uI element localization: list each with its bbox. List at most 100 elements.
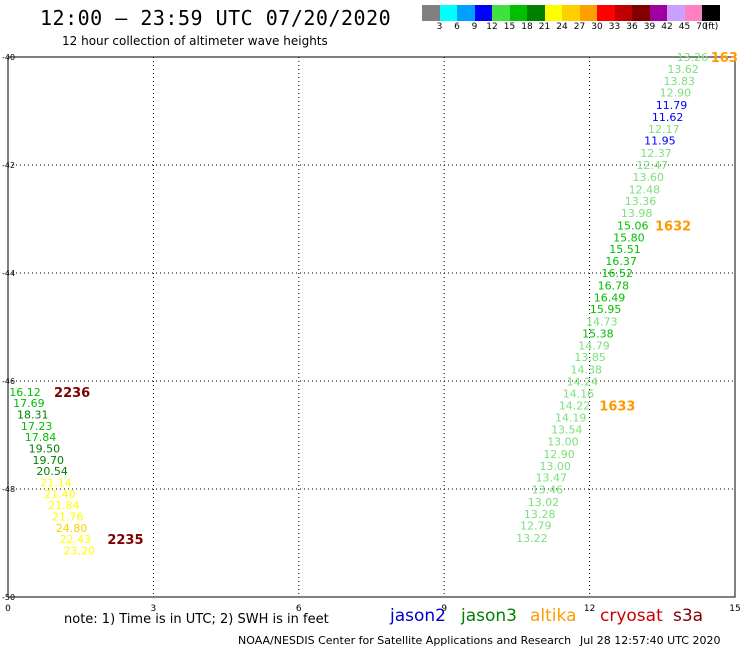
color-scale-label: 12 (486, 22, 498, 32)
footer-credit: NOAA/NESDIS Center for Satellite Applica… (238, 634, 572, 647)
wave-height-value: 15.51 (609, 243, 641, 256)
satellite-legend-cryosat: cryosat (600, 606, 663, 626)
wave-height-value: 14.16 (563, 387, 595, 400)
wave-height-value: 22.43 (60, 533, 92, 546)
wave-height-value: 13.85 (574, 351, 606, 364)
color-scale-label: 9 (471, 22, 478, 32)
wave-height-value: 16.78 (598, 279, 630, 292)
wave-height-value: 13.62 (667, 63, 699, 76)
wave-height-value: 17.69 (13, 397, 45, 410)
satellite-legend-s3a: s3a (673, 606, 704, 626)
color-scale-label: 24 (556, 22, 568, 32)
wave-height-value: 14.22 (559, 399, 591, 412)
color-scale-cell (702, 5, 720, 21)
x-tick-label: 6 (296, 604, 302, 614)
color-scale-cell (597, 5, 615, 21)
wave-height-value: 13.00 (547, 435, 579, 448)
wave-height-value: 11.79 (656, 99, 688, 112)
wave-height-value: 11.95 (644, 135, 676, 148)
wave-height-value: 20.54 (36, 465, 68, 478)
wave-height-value: 16.52 (601, 267, 633, 280)
color-scale-cell (562, 5, 580, 21)
wave-height-value: 15.38 (582, 327, 614, 340)
wave-height-value: 13.98 (621, 207, 653, 220)
color-scale-cell (649, 5, 667, 21)
wave-height-value: 16.12 (9, 386, 41, 399)
color-scale-cell (544, 5, 562, 21)
y-tick-label: -46 (2, 377, 15, 386)
color-scale-label: 36 (626, 22, 638, 32)
color-scale-label: 45 (678, 22, 691, 32)
color-scale-label: 30 (591, 22, 603, 32)
y-tick-label: -44 (2, 269, 15, 278)
color-scale-label: 3 (436, 22, 443, 32)
color-scale-cell (667, 5, 685, 21)
wave-height-value: 15.06 (617, 219, 649, 232)
wave-height-value: 18.31 (17, 408, 49, 421)
color-scale-bar (422, 5, 720, 21)
wave-height-value: 16.37 (605, 255, 637, 268)
pass-time-label: 2235 (107, 533, 143, 548)
wave-height-value: 14.73 (586, 316, 618, 329)
color-scale-labels: 3 6 9 12 15 18 21 24 27 30 33 36 39 42 45 70 (ft) (422, 22, 740, 34)
color-scale-cell (527, 5, 545, 21)
pass-time-label: 2236 (54, 386, 90, 401)
color-scale-label: 39 (643, 22, 656, 32)
color-scale-label: 18 (521, 22, 533, 32)
color-scale-cell (422, 5, 440, 21)
y-tick-label: -42 (2, 161, 15, 170)
y-tick-label: -40 (2, 53, 15, 62)
chart-subtitle: 12 hour collection of altimeter wave hei… (62, 34, 328, 48)
wave-height-value: 13.02 (528, 496, 560, 509)
wave-height-value: 17.23 (21, 420, 53, 433)
wave-height-value: 21.76 (52, 511, 84, 524)
wave-height-value: 12.17 (648, 123, 680, 136)
color-scale-label: 42 (661, 22, 673, 32)
color-scale-cell (684, 5, 702, 21)
x-tick-label: 12 (584, 604, 595, 614)
wave-height-value: 12.79 (520, 520, 552, 533)
wave-height-value: 13.54 (551, 424, 583, 437)
wave-height-value: 13.26 (677, 51, 709, 64)
wave-height-value: 11.62 (652, 111, 684, 124)
color-scale-label: 70 (696, 22, 708, 32)
color-scale-label: 27 (573, 22, 586, 32)
color-scale-cell (474, 5, 492, 21)
wave-height-value: 21.40 (44, 488, 76, 501)
wave-height-value: 13.83 (664, 75, 696, 88)
y-tick-label: -48 (2, 485, 15, 494)
color-scale-cell (457, 5, 475, 21)
chart-title: 12:00 — 23:59 UTC 07/20/2020 (40, 6, 392, 30)
wave-height-value: 14.19 (555, 412, 587, 425)
units-note: note: 1) Time is in UTC; 2) SWH is in fe… (64, 612, 329, 627)
wave-height-value: 14.38 (570, 364, 602, 377)
wave-height-value: 12.48 (629, 183, 661, 196)
wave-height-value: 13.00 (539, 460, 571, 473)
color-scale-label: 15 (503, 22, 516, 32)
wave-height-value: 23.20 (63, 545, 95, 558)
wave-height-value: 13.47 (536, 472, 568, 485)
color-scale-label: 21 (538, 22, 551, 32)
x-tick-label: 15 (729, 604, 740, 614)
satellite-legend-jason2: jason2 (390, 606, 446, 626)
color-scale-cell (509, 5, 527, 21)
wave-height-value: 21.84 (48, 499, 80, 512)
color-scale-label: 33 (608, 22, 621, 32)
wave-height-value: 12.37 (640, 147, 672, 160)
wave-height-value: 12.90 (543, 448, 575, 461)
color-scale-label: (ft) (704, 22, 719, 32)
x-tick-label: 3 (151, 604, 157, 614)
wave-height-value: 24.80 (56, 522, 88, 535)
color-scale-cell (632, 5, 650, 21)
wave-height-value: 12.47 (636, 159, 668, 172)
color-scale-label: 6 (454, 22, 460, 32)
wave-height-value: 14.24 (567, 376, 599, 389)
wave-height-value: 21.14 (40, 477, 72, 490)
color-scale-cell (492, 5, 510, 21)
pass-time-label: 1632 (655, 219, 691, 234)
plot-frame (7, 56, 736, 598)
x-tick-label: 0 (5, 604, 11, 614)
wave-height-value: 15.80 (613, 231, 645, 244)
